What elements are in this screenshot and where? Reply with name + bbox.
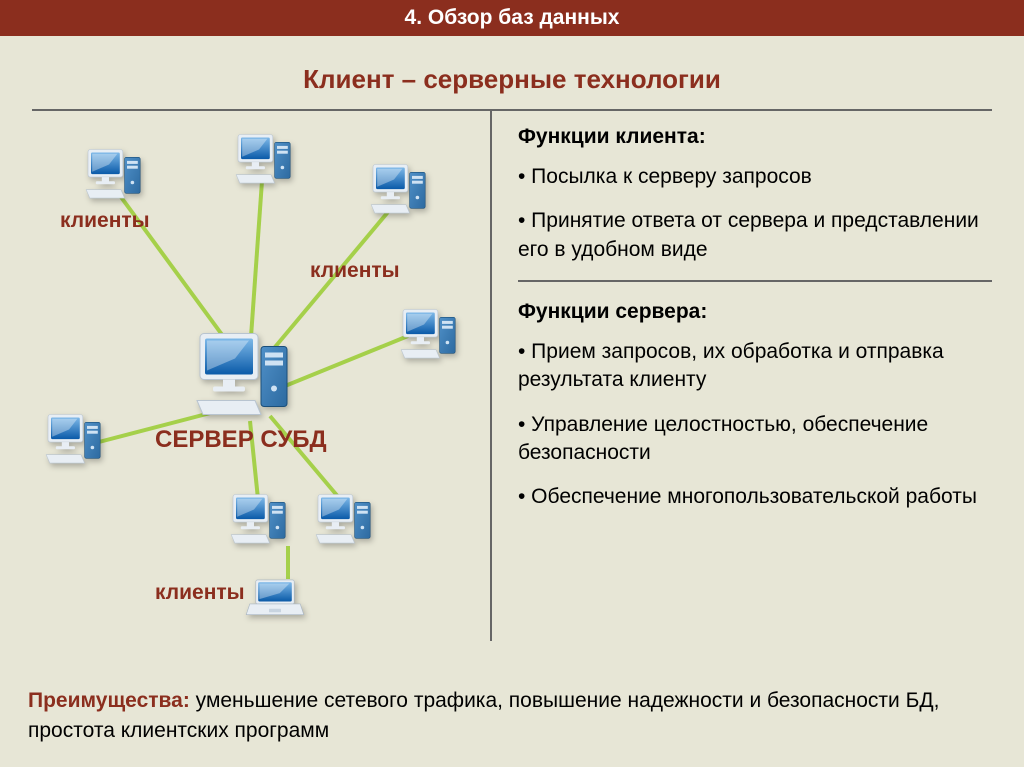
divider-mid	[518, 280, 992, 282]
laptop-icon	[245, 571, 305, 626]
header-title: 4. Обзор баз данных	[405, 6, 620, 29]
clients-label-top: клиенты	[60, 209, 150, 233]
server-label: СЕРВЕР СУБД	[155, 426, 327, 454]
diagram-panel: клиенты клиенты клиенты СЕРВЕР СУБД	[0, 111, 490, 641]
client-bullet-1: • Посылка к серверу запросов	[518, 163, 992, 191]
subtitle: Клиент – серверные технологии	[0, 64, 1024, 95]
server-bullet-2: • Управление целостностью, обеспечение б…	[518, 411, 992, 468]
client-pc-icon	[315, 491, 375, 546]
client-pc-icon	[235, 131, 295, 186]
client-bullet-2: • Принятие ответа от сервера и представл…	[518, 207, 992, 264]
client-pc-icon	[85, 146, 145, 201]
client-pc-icon	[230, 491, 290, 546]
text-panel: Функции клиента: • Посылка к серверу зап…	[490, 111, 1020, 641]
clients-label-right: клиенты	[310, 259, 400, 283]
page-header: 4. Обзор баз данных	[0, 0, 1024, 36]
advantages-line: Преимущества: уменьшение сетевого трафик…	[28, 686, 996, 745]
client-pc-icon	[400, 306, 460, 361]
clients-label-bottom: клиенты	[155, 581, 245, 605]
server-bullet-3: • Обеспечение многопользовательской рабо…	[518, 483, 992, 511]
server-bullet-1: • Прием запросов, их обработка и отправк…	[518, 338, 992, 395]
server-icon	[195, 326, 295, 421]
content-row: клиенты клиенты клиенты СЕРВЕР СУБД Функции…	[0, 111, 1024, 641]
client-functions-title: Функции клиента:	[518, 125, 992, 149]
advantages-label: Преимущества:	[28, 689, 190, 712]
divider-vertical	[490, 111, 492, 641]
server-functions-title: Функции сервера:	[518, 300, 992, 324]
client-pc-icon	[370, 161, 430, 216]
client-pc-icon	[45, 411, 105, 466]
